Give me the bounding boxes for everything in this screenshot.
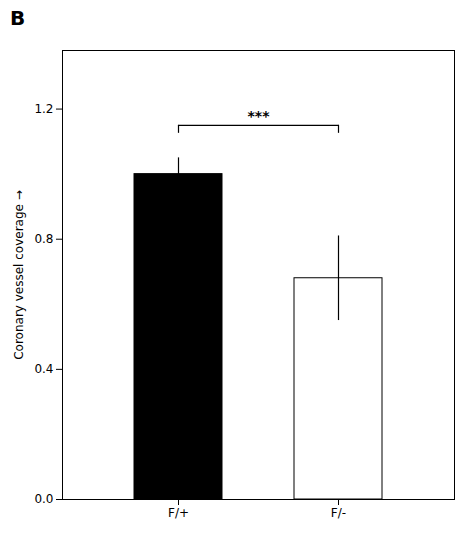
svg-text:F/+: F/+ (168, 506, 189, 520)
svg-text:1.2: 1.2 (34, 102, 53, 116)
html-text:B: B (10, 6, 26, 30)
svg-text:F/-: F/- (331, 506, 346, 520)
svg-text:Coronary vessel coverage →: Coronary vessel coverage → (12, 190, 26, 360)
svg-text:***: *** (248, 108, 271, 124)
svg-text:0.0: 0.0 (34, 492, 53, 506)
svg-text:0.8: 0.8 (34, 232, 53, 246)
svg-text:0.4: 0.4 (34, 362, 53, 376)
